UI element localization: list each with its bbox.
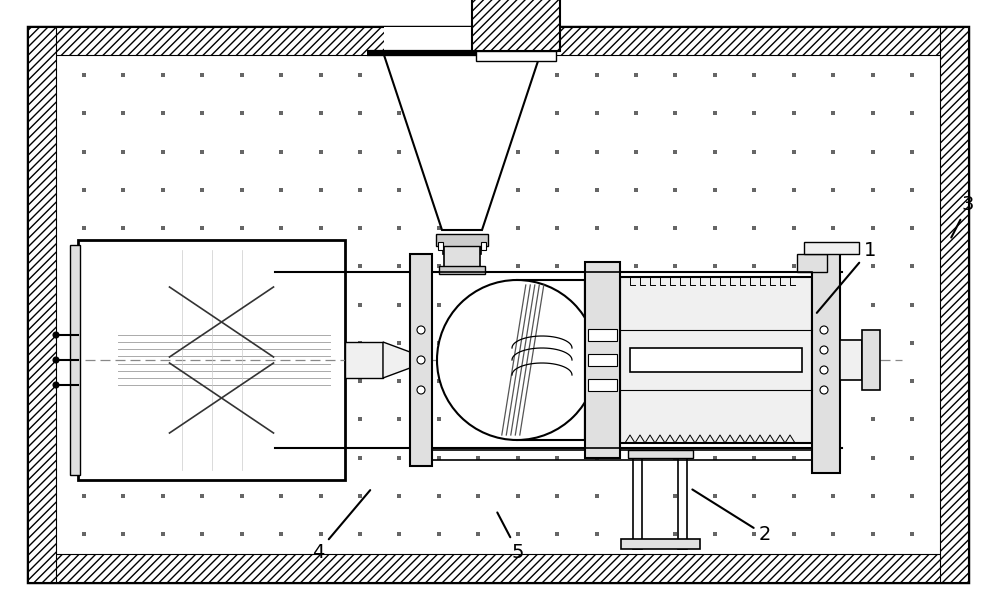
Bar [840, 340, 862, 380]
Bar [517, 280, 585, 440]
Polygon shape [383, 342, 410, 378]
Bar [630, 348, 802, 372]
Ellipse shape [437, 280, 597, 440]
Bar [862, 330, 880, 390]
Bar [384, 27, 540, 55]
Circle shape [53, 357, 59, 363]
Bar [588, 354, 617, 366]
Bar [797, 254, 827, 272]
Bar [620, 277, 812, 443]
Circle shape [53, 332, 59, 338]
Bar [588, 379, 617, 391]
Circle shape [417, 356, 425, 364]
Bar [481, 242, 486, 250]
Bar [56, 55, 940, 554]
Bar [345, 342, 383, 378]
Circle shape [820, 346, 828, 354]
Bar [633, 453, 642, 549]
Bar [443, 238, 481, 254]
Bar [940, 27, 968, 582]
Text: 4: 4 [312, 490, 370, 562]
Bar [621, 539, 700, 549]
Bar [585, 262, 620, 458]
Circle shape [53, 382, 59, 388]
Bar [628, 450, 693, 458]
Bar [812, 247, 840, 473]
Circle shape [820, 386, 828, 394]
Circle shape [417, 326, 425, 334]
Bar [438, 242, 443, 250]
Bar [70, 245, 80, 475]
Bar [78, 240, 345, 480]
Bar [588, 329, 617, 341]
Bar [476, 51, 556, 61]
Text: 2: 2 [692, 490, 771, 545]
Circle shape [417, 386, 425, 394]
Bar [517, 280, 585, 440]
Circle shape [820, 366, 828, 374]
Bar [28, 27, 968, 55]
Circle shape [820, 326, 828, 334]
Bar [472, 0, 560, 51]
Bar [436, 234, 488, 246]
Bar [410, 254, 432, 466]
Text: 1: 1 [817, 241, 876, 313]
Bar [444, 238, 480, 272]
Text: 3: 3 [951, 196, 974, 238]
Bar [804, 242, 859, 254]
Bar [678, 453, 687, 549]
Bar [439, 266, 485, 274]
Polygon shape [384, 55, 540, 230]
Bar [28, 554, 968, 582]
Text: 5: 5 [497, 512, 524, 562]
Bar [28, 27, 56, 582]
